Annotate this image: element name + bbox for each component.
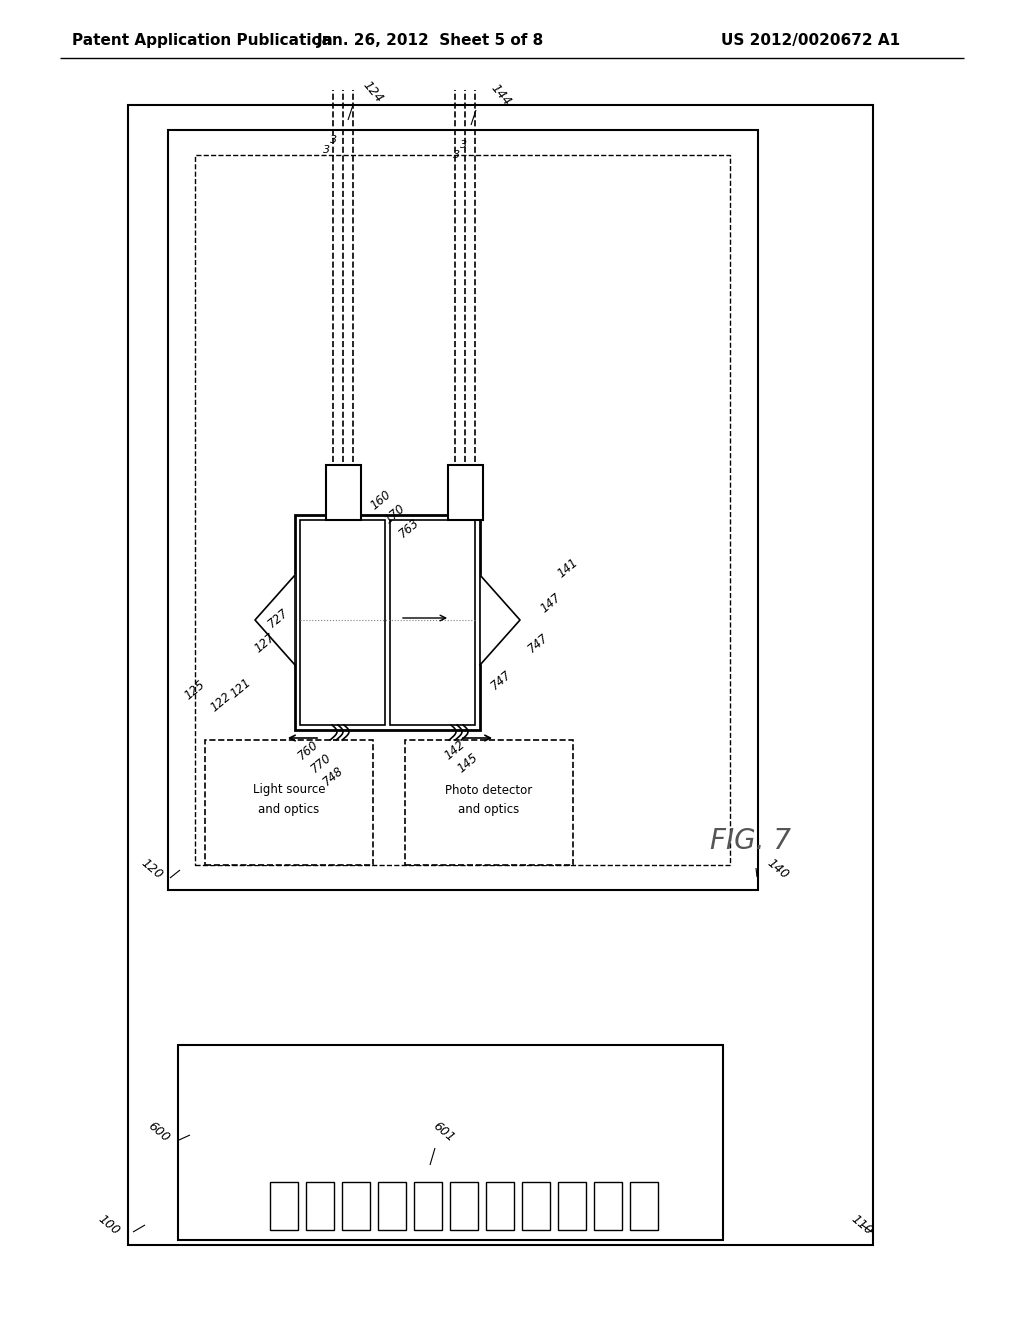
Bar <box>450 1181 478 1230</box>
Text: Patent Application Publication: Patent Application Publication <box>72 33 333 48</box>
Text: Light source: Light source <box>253 784 326 796</box>
Bar <box>558 1181 586 1230</box>
Bar <box>342 1181 370 1230</box>
Polygon shape <box>255 576 295 665</box>
Text: 127: 127 <box>252 631 278 655</box>
Bar <box>195 154 730 865</box>
Text: 3: 3 <box>453 150 460 160</box>
Bar <box>522 1181 550 1230</box>
Text: 122: 122 <box>208 689 233 714</box>
Text: 160: 160 <box>368 487 393 512</box>
Text: 727: 727 <box>265 606 291 630</box>
Text: 120: 120 <box>138 857 165 882</box>
Bar <box>594 1181 622 1230</box>
Text: 110: 110 <box>848 1213 874 1238</box>
Text: 747: 747 <box>525 631 551 655</box>
Bar <box>178 1045 723 1239</box>
Text: 147: 147 <box>538 590 563 615</box>
Text: 145: 145 <box>455 751 480 775</box>
Bar <box>486 1181 514 1230</box>
Text: 3: 3 <box>460 140 467 150</box>
Bar <box>630 1181 658 1230</box>
Text: 121: 121 <box>228 676 254 700</box>
Text: and optics: and optics <box>258 804 319 817</box>
Text: 747: 747 <box>488 668 514 692</box>
Bar <box>295 515 480 730</box>
Bar <box>300 520 385 725</box>
Bar <box>390 520 475 725</box>
Text: 141: 141 <box>555 556 581 579</box>
Text: FIG. 7: FIG. 7 <box>710 828 791 855</box>
Bar <box>406 741 573 865</box>
Bar <box>128 106 873 1245</box>
Text: Jan. 26, 2012  Sheet 5 of 8: Jan. 26, 2012 Sheet 5 of 8 <box>316 33 544 48</box>
Text: US 2012/0020672 A1: US 2012/0020672 A1 <box>721 33 900 48</box>
Text: 100: 100 <box>95 1213 122 1238</box>
Bar <box>306 1181 334 1230</box>
Text: 144: 144 <box>488 82 513 108</box>
Text: 770: 770 <box>308 751 334 775</box>
Text: 760: 760 <box>295 738 321 762</box>
Polygon shape <box>480 576 520 665</box>
Text: 748: 748 <box>319 763 345 788</box>
Text: 142: 142 <box>442 738 468 762</box>
Text: 140: 140 <box>764 857 791 882</box>
Text: 600: 600 <box>145 1119 172 1144</box>
Text: 3: 3 <box>330 135 337 145</box>
Text: 124: 124 <box>360 78 385 106</box>
Bar <box>449 465 483 520</box>
Text: 125: 125 <box>182 677 208 702</box>
Text: 3: 3 <box>323 145 330 154</box>
Text: 170: 170 <box>382 502 408 525</box>
Bar <box>205 741 373 865</box>
Bar <box>168 129 758 890</box>
Text: and optics: and optics <box>459 804 519 817</box>
Text: Photo detector: Photo detector <box>445 784 532 796</box>
Bar <box>326 465 361 520</box>
Bar <box>414 1181 442 1230</box>
Bar <box>378 1181 406 1230</box>
Bar <box>270 1181 298 1230</box>
Text: 601: 601 <box>430 1119 457 1144</box>
Text: 763: 763 <box>396 516 422 540</box>
